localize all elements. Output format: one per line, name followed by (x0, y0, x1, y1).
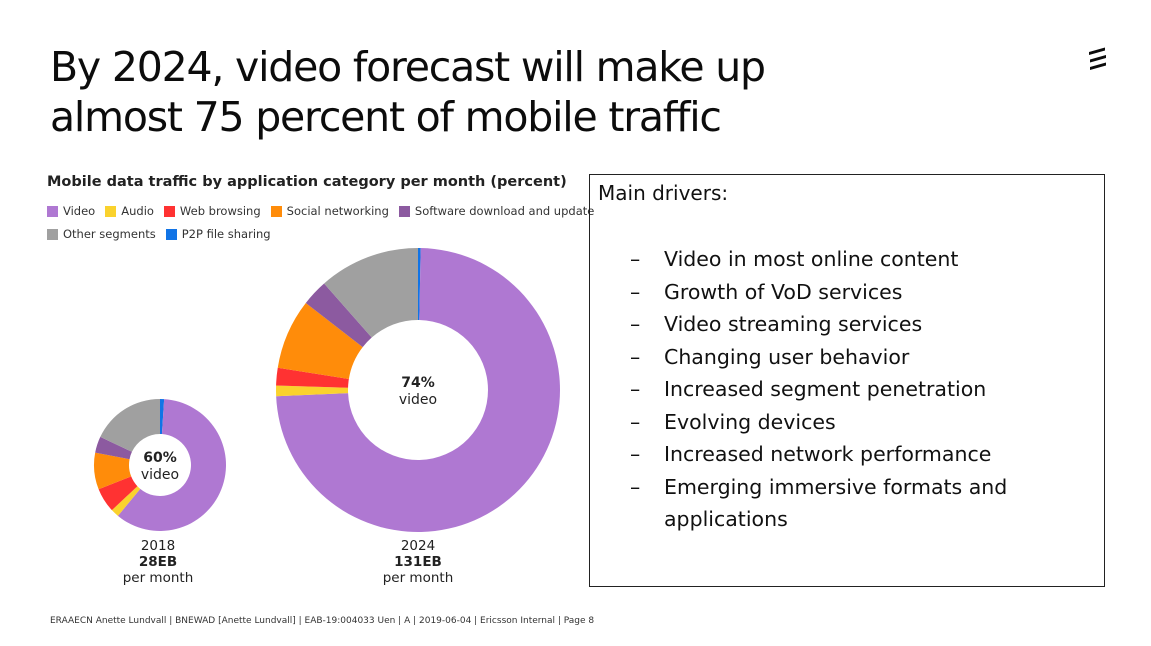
slice-2018-p2p-file-sharing (160, 399, 165, 435)
slide-title-line-2: almost 75 percent of mobile traffic (50, 93, 722, 141)
slice-2024-p2p-file-sharing (418, 248, 421, 321)
chart-legend: Video Audio Web browsing Social networking S… (47, 200, 594, 246)
driver-text: Emerging immersive formats and applicati… (664, 474, 1008, 532)
volume-unit-2018: per month (122, 570, 194, 586)
slice-2024-video (276, 248, 560, 533)
donut-center-label-2018: video (141, 467, 179, 483)
driver-item: – Increased network performance (630, 438, 1100, 471)
chart-title: Mobile data traffic by application categ… (47, 174, 567, 190)
slice-2018-video (117, 399, 226, 531)
main-drivers-heading: Main drivers: (598, 181, 729, 205)
driver-item: – Video streaming services (630, 308, 1100, 341)
slice-2018-software-download-and-update (95, 436, 132, 460)
legend-swatch-other-segments (47, 228, 58, 240)
legend-item-video: Video (47, 204, 95, 218)
legend-swatch-social-networking (270, 205, 282, 217)
slice-2018-web-browsing (98, 476, 138, 511)
driver-dash: – (630, 279, 641, 304)
donut-center-value-2018: 60% (143, 450, 177, 466)
slice-2018-audio (111, 486, 141, 516)
legend-label-audio: Audio (121, 204, 154, 218)
legend-row: Video Audio Web browsing Social networking S… (47, 200, 594, 222)
slide-footer: ERAAECN Anette Lundvall | BNEWAD [Anette… (50, 616, 595, 626)
driver-dash: – (630, 409, 641, 434)
driver-dash: – (630, 377, 641, 401)
year-label-2024: 2024 131EB per month (363, 538, 473, 586)
legend-row: Other segments P2P file sharing (47, 223, 587, 245)
legend-swatch-audio (105, 205, 117, 217)
driver-dash: – (630, 312, 641, 336)
legend-label-software-download-and-update: Software download and update (414, 204, 595, 218)
legend-item-software-download-and-update: Software download and update (398, 204, 595, 218)
driver-item: – Video in most online content (630, 243, 1100, 276)
year-2018: 2018 (140, 538, 176, 554)
slice-2024-software-download-and-update (305, 283, 372, 348)
driver-text: Increased segment penetration (664, 377, 987, 401)
slice-2024-audio (276, 385, 349, 397)
legend-swatch-web-browsing (163, 205, 175, 217)
legend-item-other-segments: Other segments (47, 227, 156, 241)
slice-2024-web-browsing (276, 367, 349, 388)
driver-item: – Emerging immersive formats and applicat… (630, 471, 1100, 536)
driver-text: Growth of VoD services (664, 279, 903, 304)
legend-label-video: Video (63, 204, 96, 218)
legend-label-p2p-file-sharing: P2P file sharing (181, 227, 271, 241)
slice-2018-other-segments (100, 399, 160, 452)
driver-dash: – (630, 474, 641, 499)
slice-2024-other-segments (324, 248, 418, 338)
driver-item: – Increased segment penetration (630, 373, 1100, 406)
legend-item-web-browsing: Web browsing (163, 204, 261, 218)
main-drivers-box: Main drivers: – Video in most online cont… (589, 174, 1105, 587)
volume-unit-2024: per month (382, 570, 454, 586)
driver-dash: – (630, 247, 641, 271)
driver-text: Evolving devices (664, 409, 836, 434)
driver-text: Changing user behavior (664, 344, 910, 369)
ericsson-logo-icon (1089, 47, 1106, 70)
slice-2018-social-networking (94, 452, 132, 490)
legend-item-social-networking: Social networking (270, 204, 389, 218)
driver-text: Increased network performance (664, 442, 992, 466)
slide-title: By 2024, video forecast will make up alm… (50, 42, 1010, 142)
driver-item: – Growth of VoD services (630, 276, 1100, 309)
donut-center-label-2024: video (399, 392, 437, 408)
driver-text: Video streaming services (664, 312, 923, 336)
legend-label-other-segments: Other segments (63, 227, 156, 241)
driver-dash: – (630, 442, 641, 466)
year-2024: 2024 (400, 538, 436, 554)
volume-2024: 131EB (394, 554, 442, 570)
legend-label-web-browsing: Web browsing (179, 204, 261, 218)
legend-swatch-video (47, 205, 58, 217)
volume-2018: 28EB (138, 554, 178, 570)
legend-swatch-software-download-and-update (398, 205, 410, 217)
legend-label-social-networking: Social networking (286, 204, 389, 218)
driver-text: Video in most online content (664, 247, 959, 271)
driver-dash: – (630, 344, 641, 369)
slice-2024-social-networking (277, 302, 363, 380)
year-label-2018: 2018 28EB per month (103, 538, 213, 586)
slide-title-line-1: By 2024, video forecast will make up (50, 43, 766, 91)
legend-item-audio: Audio (105, 204, 154, 218)
driver-item: – Evolving devices (630, 406, 1100, 439)
legend-swatch-p2p-file-sharing (165, 228, 177, 240)
legend-item-p2p-file-sharing: P2P file sharing (165, 227, 271, 241)
donut-center-value-2024: 74% (401, 375, 435, 391)
main-drivers-list: – Video in most online content – Growth of … (630, 243, 1100, 536)
driver-item: – Changing user behavior (630, 341, 1100, 374)
